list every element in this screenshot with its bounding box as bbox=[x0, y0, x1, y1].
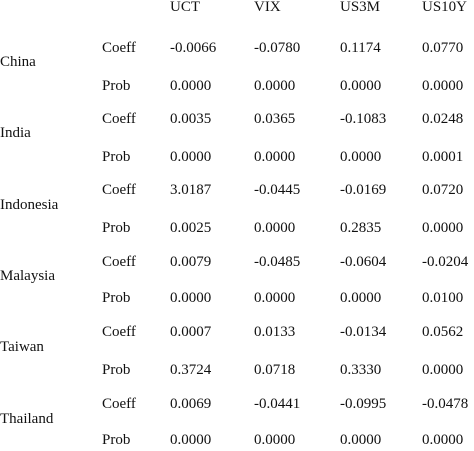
table-cell: 0.0000 bbox=[340, 78, 382, 94]
table-cell: 0.0000 bbox=[422, 220, 464, 236]
table-cell: -0.0204 bbox=[422, 254, 469, 270]
stat-label-prob: Prob bbox=[102, 149, 131, 165]
table-cell: 0.0000 bbox=[170, 78, 212, 94]
table-cell: 0.0000 bbox=[254, 78, 296, 94]
table-cell: 0.0562 bbox=[422, 324, 464, 340]
table-cell: -0.0604 bbox=[340, 254, 387, 270]
country-label-malaysia: Malaysia bbox=[0, 268, 55, 284]
table-cell: 0.0000 bbox=[170, 290, 212, 306]
table-cell: 0.1174 bbox=[340, 40, 381, 56]
stat-label-coeff: Coeff bbox=[102, 111, 136, 127]
table-cell: -0.0995 bbox=[340, 396, 387, 412]
table-cell: 0.0000 bbox=[340, 290, 382, 306]
stat-label-coeff: Coeff bbox=[102, 324, 136, 340]
stat-label-prob: Prob bbox=[102, 432, 131, 448]
column-header-us3m: US3M bbox=[340, 0, 381, 15]
table-cell: 0.0000 bbox=[170, 432, 212, 448]
table-cell: 0.0100 bbox=[422, 290, 464, 306]
stat-label-prob: Prob bbox=[102, 78, 131, 94]
table-cell: 0.2835 bbox=[340, 220, 382, 236]
table-cell: -0.0066 bbox=[170, 40, 217, 56]
table-cell: -0.0485 bbox=[254, 254, 301, 270]
stat-label-coeff: Coeff bbox=[102, 254, 136, 270]
table-cell: 0.0035 bbox=[170, 111, 212, 127]
stat-label-coeff: Coeff bbox=[102, 182, 136, 198]
table-cell: 0.0007 bbox=[170, 324, 212, 340]
table-cell: 3.0187 bbox=[170, 182, 212, 198]
table-cell: -0.0134 bbox=[340, 324, 387, 340]
column-header-us10y: US10Y bbox=[422, 0, 468, 15]
country-label-thailand: Thailand bbox=[0, 411, 54, 427]
stat-label-coeff: Coeff bbox=[102, 40, 136, 56]
table-cell: 0.0718 bbox=[254, 362, 296, 378]
stat-label-prob: Prob bbox=[102, 290, 131, 306]
column-header-uct: UCT bbox=[170, 0, 200, 15]
country-label-indonesia: Indonesia bbox=[0, 197, 59, 213]
stat-label-coeff: Coeff bbox=[102, 396, 136, 412]
table-cell: 0.0000 bbox=[254, 220, 296, 236]
country-label-india: India bbox=[0, 125, 31, 141]
table-cell: 0.0069 bbox=[170, 396, 212, 412]
table-cell: 0.0365 bbox=[254, 111, 296, 127]
stat-label-prob: Prob bbox=[102, 362, 131, 378]
table-cell: 0.0025 bbox=[170, 220, 212, 236]
table-cell: 0.0720 bbox=[422, 182, 464, 198]
table-cell: -0.0445 bbox=[254, 182, 301, 198]
table-cell: 0.0000 bbox=[422, 78, 464, 94]
table-cell: 0.0079 bbox=[170, 254, 212, 270]
table-cell: 0.0000 bbox=[254, 149, 296, 165]
table-cell: -0.1083 bbox=[340, 111, 387, 127]
table-cell: 0.0000 bbox=[340, 149, 382, 165]
table-cell: -0.0169 bbox=[340, 182, 387, 198]
table-cell: 0.0000 bbox=[254, 290, 296, 306]
table-cell: 0.3330 bbox=[340, 362, 382, 378]
table-cell: 0.0000 bbox=[254, 432, 296, 448]
table-cell: 0.0770 bbox=[422, 40, 464, 56]
table-cell: -0.0478 bbox=[422, 396, 469, 412]
table-cell: -0.0780 bbox=[254, 40, 301, 56]
table-cell: 0.0133 bbox=[254, 324, 296, 340]
table-cell: -0.0441 bbox=[254, 396, 301, 412]
table-cell: 0.0000 bbox=[422, 432, 464, 448]
country-label-china: China bbox=[0, 54, 36, 70]
table-cell: 0.0000 bbox=[170, 149, 212, 165]
column-header-vix: VIX bbox=[254, 0, 281, 15]
table-cell: 0.0248 bbox=[422, 111, 464, 127]
stat-label-prob: Prob bbox=[102, 220, 131, 236]
table-cell: 0.0000 bbox=[422, 362, 464, 378]
table-cell: 0.0001 bbox=[422, 149, 464, 165]
table-cell: 0.3724 bbox=[170, 362, 212, 378]
table-cell: 0.0000 bbox=[340, 432, 382, 448]
country-label-taiwan: Taiwan bbox=[0, 339, 44, 355]
